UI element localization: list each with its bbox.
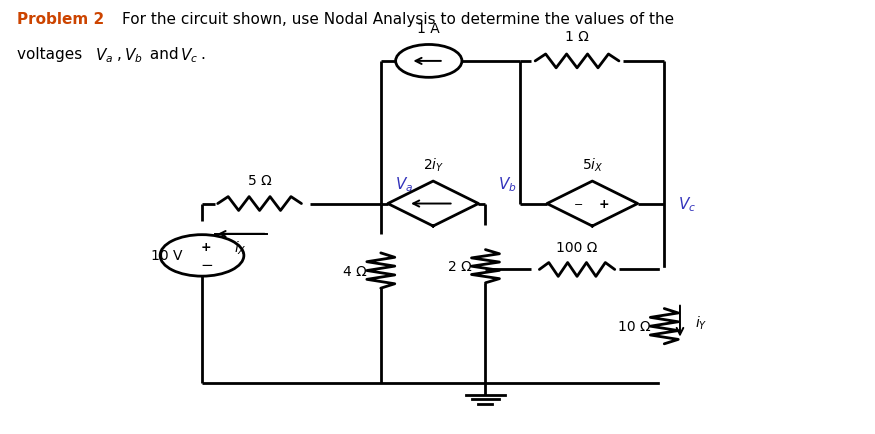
- Text: voltages: voltages: [18, 47, 88, 62]
- Text: +: +: [201, 240, 212, 253]
- Text: $V_a$: $V_a$: [94, 47, 113, 66]
- Text: 2 Ω: 2 Ω: [448, 260, 472, 273]
- Text: $i_Y$: $i_Y$: [695, 314, 707, 331]
- Text: 100 Ω: 100 Ω: [556, 240, 598, 254]
- Text: 10 V: 10 V: [151, 249, 183, 263]
- Text: $V_b$: $V_b$: [498, 174, 516, 193]
- Text: $5i_X$: $5i_X$: [582, 157, 603, 174]
- Text: 4 Ω: 4 Ω: [343, 264, 367, 278]
- Text: ,: ,: [116, 47, 122, 62]
- Text: 1 A: 1 A: [417, 22, 440, 36]
- Text: For the circuit shown, use Nodal Analysis to determine the values of the: For the circuit shown, use Nodal Analysi…: [122, 12, 674, 27]
- Text: $V_c$: $V_c$: [180, 47, 199, 66]
- Text: $V_c$: $V_c$: [678, 195, 696, 214]
- Text: 1 Ω: 1 Ω: [565, 30, 589, 44]
- Text: $2i_Y$: $2i_Y$: [423, 157, 444, 174]
- Text: 5 Ω: 5 Ω: [248, 174, 271, 187]
- Text: .: .: [200, 47, 205, 62]
- Text: $V_b$: $V_b$: [123, 47, 142, 66]
- Text: $V_a$: $V_a$: [395, 174, 413, 193]
- Text: −: −: [200, 257, 213, 272]
- Text: 10 Ω: 10 Ω: [618, 319, 650, 333]
- Text: −: −: [574, 199, 584, 209]
- Text: $i_X$: $i_X$: [234, 240, 247, 257]
- Text: and: and: [145, 47, 184, 62]
- Text: +: +: [598, 197, 609, 210]
- Text: Problem 2: Problem 2: [18, 12, 104, 27]
